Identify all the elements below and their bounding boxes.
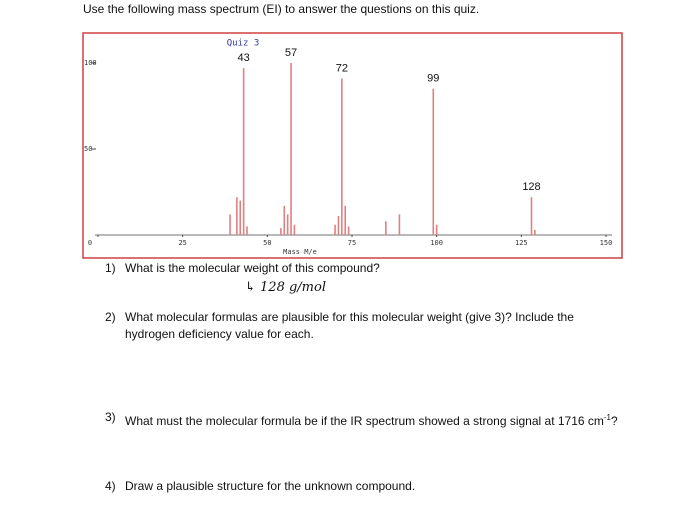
question: 4) Draw a plausible structure for the unk… bbox=[105, 478, 625, 495]
question-text: What must the molecular formula be if th… bbox=[125, 409, 625, 430]
chart-title: Quiz 3 bbox=[227, 39, 260, 49]
question-text: Draw a plausible structure for the unkno… bbox=[125, 479, 416, 493]
peak-label: 72 bbox=[336, 62, 348, 74]
y-tick-label: 50 bbox=[84, 145, 92, 153]
peak-label: 57 bbox=[285, 47, 297, 59]
handwritten-answer: ↳ 128 g/mol bbox=[245, 280, 326, 295]
peak-label: 128 bbox=[522, 181, 540, 193]
question: 1) What is the molecular weight of this c… bbox=[105, 260, 625, 277]
question-number: 1) bbox=[105, 261, 116, 275]
superscript: -1 bbox=[603, 413, 612, 422]
peak-label: 99 bbox=[427, 73, 439, 85]
x-tick-label: 100 bbox=[430, 239, 443, 247]
question-text: What is the molecular weight of this com… bbox=[125, 261, 380, 275]
x-tick-label: 0 bbox=[88, 239, 92, 247]
x-tick-label: 150 bbox=[600, 239, 613, 247]
question: 3) What must the molecular formula be if … bbox=[105, 409, 625, 430]
x-tick-label: 125 bbox=[515, 239, 528, 247]
chart-frame bbox=[82, 32, 623, 259]
question-number: 3) bbox=[105, 410, 116, 424]
text: What must the molecular formula be if th… bbox=[125, 414, 604, 428]
question-number: 2) bbox=[105, 310, 116, 324]
y-tick-label: 100 bbox=[84, 59, 97, 67]
question: 2) What molecular formulas are plausible … bbox=[105, 309, 625, 343]
x-tick-label: 50 bbox=[263, 239, 271, 247]
question-number: 4) bbox=[105, 479, 116, 493]
x-tick-label: 25 bbox=[178, 239, 186, 247]
x-axis-label: Mass M/e bbox=[283, 248, 317, 256]
text: ? bbox=[611, 414, 618, 428]
x-tick-label: 75 bbox=[348, 239, 356, 247]
intro: Use the following mass spectrum (EI) to … bbox=[83, 2, 480, 16]
question-text: What molecular formulas are plausible fo… bbox=[125, 310, 574, 341]
peak-label: 43 bbox=[238, 52, 250, 64]
